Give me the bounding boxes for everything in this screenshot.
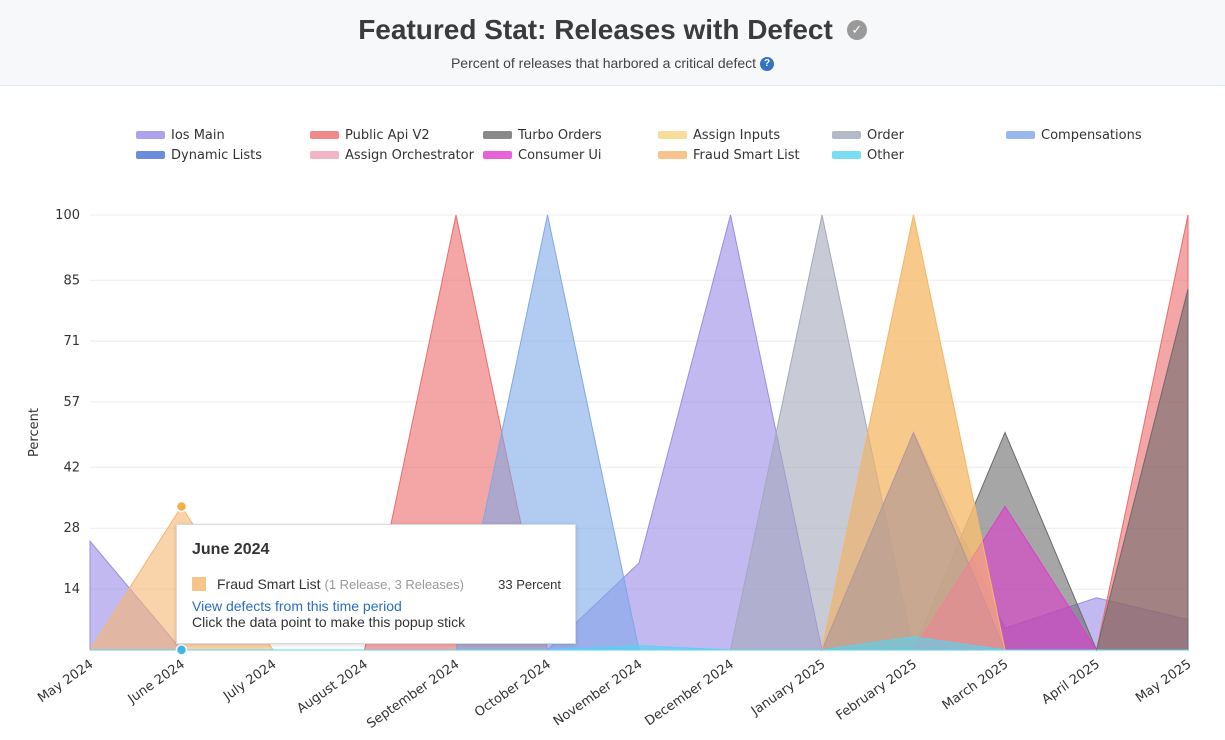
legend-item-label[interactable]: Assign Orchestrator [345,148,475,163]
x-tick-label: August 2024 [294,657,370,717]
x-tick-label: April 2025 [1039,657,1102,708]
tooltip-detail: (1 Release, 3 Releases) [324,577,464,592]
x-tick-label: March 2025 [940,657,1012,713]
legend-item-label[interactable]: Dynamic Lists [171,148,262,163]
legend-item-label[interactable]: Fraud Smart List [693,148,800,163]
tooltip-value: 33 Percent [498,577,561,592]
check-circle-icon: ✓ [846,20,867,40]
x-tick-label: September 2024 [364,657,462,732]
legend-swatch[interactable] [1006,131,1035,139]
legend-swatch[interactable] [658,151,687,159]
x-tick-label: January 2025 [748,657,828,719]
series-area-10[interactable] [90,636,1188,651]
legend-item-label[interactable]: Other [867,148,905,163]
legend-swatch[interactable] [136,131,165,139]
view-defects-link[interactable]: View defects from this time period [192,598,402,614]
highlighted-baseline-point[interactable] [175,644,188,656]
tooltip-hint: Click the data point to make this popup … [192,614,466,630]
legend-swatch[interactable] [832,151,861,159]
legend-item-label[interactable]: Public Api V2 [345,128,430,143]
legend-item-label[interactable]: Order [867,128,905,143]
y-tick-label: 100 [55,208,80,223]
tooltip-title: June 2024 [192,541,270,558]
legend-swatch[interactable] [658,131,687,139]
legend-item-label[interactable]: Ios Main [171,128,225,143]
x-tick-label: May 2025 [1133,657,1194,706]
legend-swatch[interactable] [310,131,339,139]
y-tick-label: 14 [63,582,80,597]
legend-item-label[interactable]: Assign Inputs [693,128,780,143]
highlighted-point[interactable] [175,500,188,513]
legend-swatch[interactable] [832,131,861,139]
legend-item-label[interactable]: Turbo Orders [517,128,602,143]
legend-swatch[interactable] [136,151,165,159]
y-tick-label: 85 [63,273,80,288]
legend-item-label[interactable]: Compensations [1041,128,1142,143]
y-axis-title: Percent [27,408,42,457]
tooltip-series-name: Fraud Smart List [217,576,321,592]
y-tick-label: 57 [63,395,80,410]
header: Featured Stat: Releases with Defect ✓ Per… [0,0,1225,86]
tooltip-swatch [192,577,206,591]
page-subtitle: Percent of releases that harbored a crit… [450,55,757,71]
x-tick-label: February 2025 [834,657,920,724]
x-tick-label: May 2024 [35,657,96,706]
legend-item-label[interactable]: Consumer Ui [518,148,602,163]
tooltip-popup: June 2024 Fraud Smart List (1 Release, 3 … [176,524,576,644]
legend-swatch[interactable] [310,151,339,159]
x-tick-label: November 2024 [551,657,645,729]
y-tick-label: 42 [63,460,80,475]
page-title: Featured Stat: Releases with Defect [358,14,833,45]
legend-swatch[interactable] [483,131,512,139]
x-tick-label: December 2024 [642,657,736,729]
legend-swatch[interactable] [483,151,512,159]
question-circle-icon[interactable]: ? [760,57,775,72]
x-tick-label: June 2024 [125,657,188,707]
y-tick-label: 28 [63,521,80,536]
x-tick-label: October 2024 [472,657,554,720]
y-tick-label: 71 [63,334,80,349]
x-tick-label: July 2024 [220,657,279,705]
